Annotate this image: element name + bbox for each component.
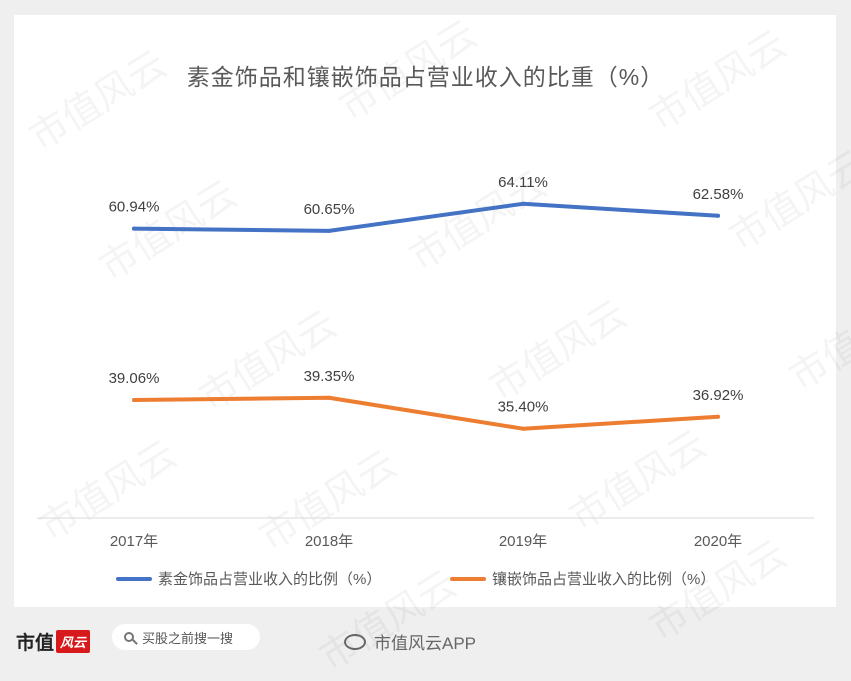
search-placeholder: 买股之前搜一搜: [142, 630, 234, 646]
chart-card: [14, 15, 836, 607]
legend-swatch-series-1: [116, 576, 152, 581]
data-label: 60.94%: [109, 199, 160, 216]
x-tick-label: 2020年: [694, 533, 742, 550]
data-point: [327, 395, 331, 400]
legend-swatch-series-2: [450, 576, 486, 581]
data-label: 62.58%: [693, 186, 744, 203]
search-box[interactable]: 买股之前搜一搜: [112, 624, 260, 650]
x-tick-label: 2017年: [110, 533, 158, 550]
legend-label-series-1: 素金饰品占营业收入的比例（%）: [158, 571, 382, 588]
data-label: 35.40%: [498, 399, 549, 416]
data-label: 60.65%: [304, 201, 355, 218]
x-tick-label: 2019年: [499, 533, 547, 550]
data-point: [327, 228, 331, 233]
data-point: [716, 213, 720, 218]
brand-logo: 市值 风云: [16, 628, 91, 655]
data-point: [132, 226, 136, 231]
line-chart: 2017年 2018年 2019年 2020年 60.94% 60.65% 64.11% 62…: [37, 174, 814, 550]
x-tick-label: 2018年: [305, 533, 353, 550]
data-point: [132, 398, 136, 403]
data-label: 64.11%: [498, 174, 548, 191]
weibo-icon: [344, 633, 366, 650]
data-label: 39.35%: [304, 368, 355, 385]
legend-item-series-2: 镶嵌饰品占营业收入的比例（%）: [450, 568, 715, 589]
search-icon: [124, 632, 134, 642]
weibo-account-label: 市值风云APP: [374, 634, 477, 653]
footer-bar: 市值 风云 买股之前搜一搜 市值风云APP: [0, 615, 851, 665]
data-point: [521, 426, 525, 431]
brand-text: 市值: [16, 632, 55, 654]
series-line-2: [132, 395, 720, 431]
chart-legend: 素金饰品占营业收入的比例（%） 镶嵌饰品占营业收入的比例（%）: [0, 568, 851, 590]
brand-mark: 风云: [56, 630, 91, 653]
legend-label-series-2: 镶嵌饰品占营业收入的比例（%）: [492, 571, 716, 588]
data-label: 36.92%: [693, 387, 744, 404]
legend-item-series-1: 素金饰品占营业收入的比例（%）: [116, 568, 381, 589]
chart-title: 素金饰品和镶嵌饰品占营业收入的比重（%）: [186, 64, 665, 90]
data-point: [521, 201, 525, 206]
data-label: 39.06%: [109, 370, 160, 387]
weibo-account: 市值风云APP: [344, 629, 476, 654]
data-point: [716, 414, 720, 419]
series-line-1: [132, 201, 720, 233]
